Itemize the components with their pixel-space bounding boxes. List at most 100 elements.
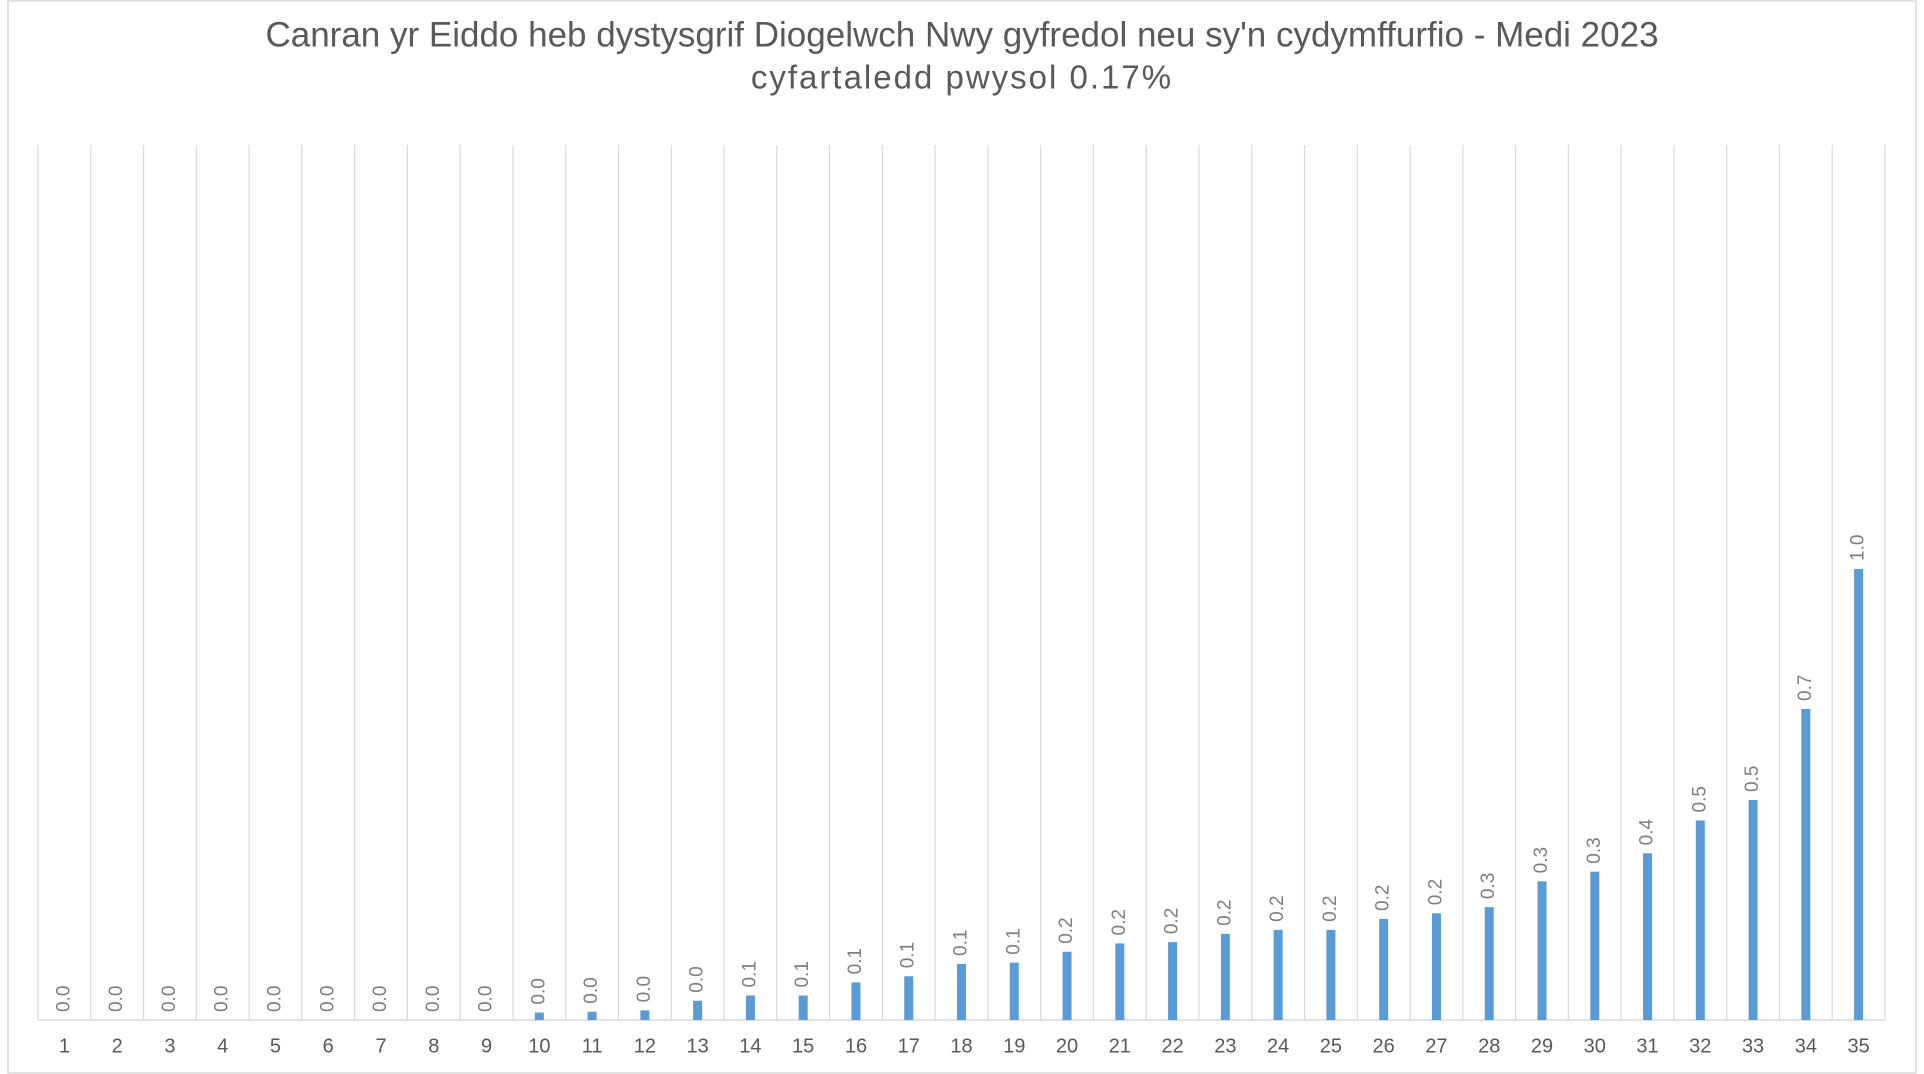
- bar: [851, 982, 861, 1020]
- bar: [1273, 929, 1283, 1020]
- data-label: 0.0: [581, 977, 602, 1003]
- x-tick-label: 10: [528, 1035, 550, 1057]
- data-label: 0.0: [476, 986, 497, 1012]
- bar: [1854, 568, 1864, 1020]
- bar: [1009, 962, 1019, 1020]
- data-label: 0.0: [370, 986, 391, 1012]
- data-label: 0.1: [951, 930, 972, 956]
- data-label: 0.0: [687, 966, 708, 992]
- data-label: 0.0: [53, 986, 74, 1012]
- data-label: 0.0: [264, 986, 285, 1012]
- data-label: 0.2: [1109, 909, 1130, 935]
- bar: [534, 1012, 544, 1020]
- data-label: 0.2: [1267, 895, 1288, 921]
- x-tick-label: 28: [1478, 1035, 1500, 1057]
- bar: [1326, 929, 1336, 1020]
- bar: [693, 1000, 703, 1020]
- x-tick-label: 33: [1742, 1035, 1764, 1057]
- data-label: 0.5: [1742, 766, 1763, 792]
- chart-frame: [7, 0, 1917, 1074]
- x-tick-label: 32: [1689, 1035, 1711, 1057]
- bar: [1643, 853, 1653, 1020]
- bar: [1537, 881, 1547, 1020]
- data-label: 0.3: [1478, 873, 1499, 899]
- data-label: 0.0: [423, 986, 444, 1012]
- x-tick-label: 18: [950, 1035, 972, 1057]
- data-label: 0.0: [317, 986, 338, 1012]
- x-tick-label: 8: [428, 1035, 439, 1057]
- data-label: 0.0: [528, 978, 549, 1004]
- x-tick-label: 20: [1056, 1035, 1078, 1057]
- data-label: 0.1: [898, 942, 919, 968]
- x-tick-label: 7: [375, 1035, 386, 1057]
- data-label: 0.0: [634, 976, 655, 1002]
- data-label: 0.1: [739, 961, 760, 987]
- x-tick-label: 6: [323, 1035, 334, 1057]
- data-label: 0.2: [1373, 885, 1394, 911]
- x-tick-label: 2: [112, 1035, 123, 1057]
- x-tick-label: 23: [1214, 1035, 1236, 1057]
- x-tick-label: 1: [59, 1035, 70, 1057]
- x-tick-label: 24: [1267, 1035, 1289, 1057]
- x-tick-label: 15: [792, 1035, 814, 1057]
- data-label: 0.0: [159, 986, 180, 1012]
- x-tick-label: 21: [1109, 1035, 1131, 1057]
- x-tick-label: 5: [270, 1035, 281, 1057]
- x-tick-label: 17: [898, 1035, 920, 1057]
- data-label: 0.2: [1214, 899, 1235, 925]
- x-tick-label: 16: [845, 1035, 867, 1057]
- bar: [1168, 942, 1178, 1020]
- bar: [1115, 943, 1125, 1020]
- x-tick-label: 11: [582, 1035, 603, 1057]
- data-label: 0.7: [1795, 675, 1816, 701]
- data-label: 0.1: [1003, 928, 1024, 954]
- bar: [587, 1011, 597, 1020]
- x-tick-label: 4: [217, 1035, 228, 1057]
- bar: [904, 976, 914, 1020]
- bar: [1484, 907, 1494, 1020]
- data-label: 0.3: [1584, 837, 1605, 863]
- x-tick-label: 9: [481, 1035, 492, 1057]
- x-tick-label: 3: [164, 1035, 175, 1057]
- bar: [1062, 951, 1072, 1020]
- bar: [1379, 918, 1389, 1020]
- x-tick-label: 34: [1795, 1035, 1817, 1057]
- data-label: 0.5: [1689, 786, 1710, 812]
- x-tick-label: 29: [1531, 1035, 1553, 1057]
- chart-title: Canran yr Eiddo heb dystysgrif Diogelwch…: [265, 15, 1658, 54]
- data-label: 0.2: [1056, 917, 1077, 943]
- data-label: 0.2: [1425, 879, 1446, 905]
- data-label: 0.4: [1637, 818, 1658, 845]
- data-label: 0.0: [106, 986, 127, 1012]
- x-tick-label: 35: [1847, 1035, 1869, 1057]
- data-label: 0.1: [845, 948, 866, 974]
- x-tick-label: 12: [634, 1035, 656, 1057]
- bar: [798, 995, 808, 1020]
- x-tick-label: 19: [1003, 1035, 1025, 1057]
- data-label: 0.2: [1320, 895, 1341, 921]
- chart-subtitle: cyfartaledd pwysol 0.17%: [751, 59, 1173, 96]
- x-tick-label: 25: [1320, 1035, 1342, 1057]
- bar: [1801, 708, 1811, 1020]
- x-tick-label: 27: [1425, 1035, 1447, 1057]
- data-label: 1.0: [1848, 535, 1869, 561]
- bar: [1695, 820, 1705, 1020]
- data-label: 0.1: [792, 961, 813, 987]
- data-label: 0.0: [212, 986, 233, 1012]
- bar: [745, 995, 755, 1020]
- x-tick-label: 31: [1636, 1035, 1658, 1057]
- bar: [1590, 871, 1600, 1020]
- data-label: 0.2: [1162, 908, 1183, 934]
- bar: [640, 1010, 650, 1020]
- bar: [1748, 799, 1758, 1020]
- x-tick-label: 13: [687, 1035, 709, 1057]
- bar: [1431, 913, 1441, 1020]
- x-tick-label: 22: [1161, 1035, 1183, 1057]
- x-tick-label: 26: [1373, 1035, 1395, 1057]
- x-tick-label: 14: [739, 1035, 761, 1057]
- data-label: 0.3: [1531, 847, 1552, 873]
- bar: [957, 964, 966, 1020]
- bar: [1220, 933, 1230, 1020]
- x-tick-label: 30: [1584, 1035, 1606, 1057]
